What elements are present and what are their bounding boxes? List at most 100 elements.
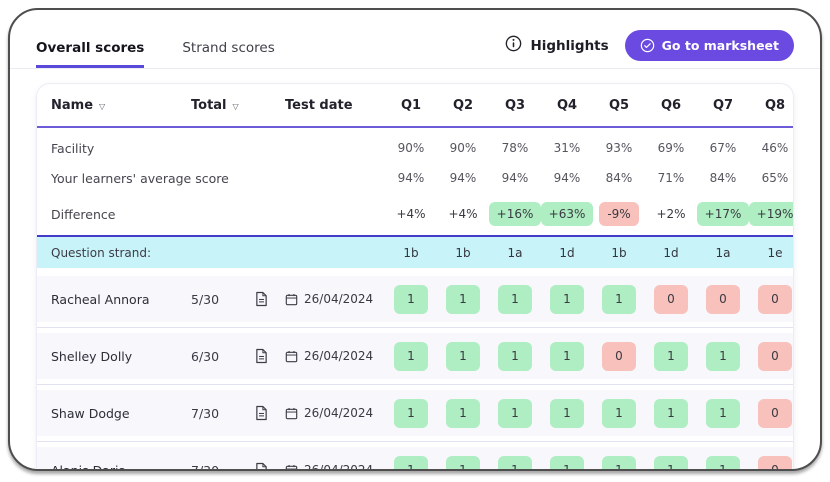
- test-date-cell: 26/04/2024: [285, 292, 385, 306]
- score-badge: 1: [446, 456, 480, 472]
- check-circle-icon: [640, 38, 655, 53]
- score-badge: 1: [550, 399, 584, 428]
- average-value: 94%: [541, 171, 593, 185]
- score-badge: 0: [602, 342, 636, 371]
- go-to-marksheet-label: Go to marksheet: [662, 38, 779, 53]
- score-badge: 0: [758, 342, 792, 371]
- table-row: Racheal Annora 5/30 26/04/2024 1 1 1 1 1…: [37, 276, 793, 322]
- average-score-label: Your learners' average score: [51, 171, 385, 186]
- strand-value: 1a: [697, 246, 749, 260]
- test-date-value: 26/04/2024: [304, 406, 373, 420]
- table-row: Shaw Dodge 7/30 26/04/2024 1 1 1 1 1 1 1…: [37, 390, 793, 436]
- report-file-icon[interactable]: [255, 348, 268, 364]
- highlights-toggle[interactable]: Highlights: [505, 35, 608, 56]
- score-badge: 1: [446, 285, 480, 314]
- score-badge: 0: [706, 285, 740, 314]
- table-row: Shelley Dolly 6/30 26/04/2024 1 1 1 1 0 …: [37, 333, 793, 379]
- row-divider: [37, 436, 793, 447]
- sort-icon: ▽: [233, 102, 239, 111]
- facility-value: 67%: [697, 141, 749, 155]
- average-value: 65%: [749, 171, 794, 185]
- question-strand-row: Question strand: 1b 1b 1a 1d 1b 1d 1a 1e: [37, 237, 793, 268]
- strand-value: 1d: [645, 246, 697, 260]
- app-window: Overall scores Strand scores Highlights: [8, 8, 822, 471]
- score-badge: 1: [602, 456, 636, 472]
- facility-row: Facility 90% 90% 78% 31% 93% 69% 67% 46%: [37, 133, 793, 163]
- student-total: 7/30: [191, 406, 255, 421]
- strand-value: 1d: [541, 246, 593, 260]
- score-badge: 1: [394, 456, 428, 472]
- total-header-label: Total: [191, 98, 227, 113]
- average-value: 94%: [489, 171, 541, 185]
- row-divider: [37, 322, 793, 333]
- difference-value: +17%: [697, 202, 750, 226]
- go-to-marksheet-button[interactable]: Go to marksheet: [625, 30, 794, 61]
- test-date-cell: 26/04/2024: [285, 349, 385, 363]
- difference-value: +4%: [440, 202, 485, 226]
- column-header-q4: Q4: [541, 98, 593, 113]
- score-badge: 1: [446, 399, 480, 428]
- table-row: Alanis Daria 7/30 26/04/2024 1 1 1 1 1 1…: [37, 447, 793, 471]
- column-header-q8: Q8: [749, 98, 794, 113]
- score-badge: 1: [550, 456, 584, 472]
- difference-label: Difference: [51, 207, 385, 222]
- info-icon: [505, 35, 522, 56]
- average-value: 84%: [697, 171, 749, 185]
- score-badge: 1: [446, 342, 480, 371]
- score-badge: 0: [654, 285, 688, 314]
- score-badge: 1: [394, 399, 428, 428]
- facility-value: 69%: [645, 141, 697, 155]
- test-date-value: 26/04/2024: [304, 463, 373, 471]
- difference-row: Difference +4% +4% +16% +63% -9% +2% +17…: [37, 193, 793, 237]
- difference-value: -9%: [599, 202, 638, 226]
- column-header-q3: Q3: [489, 98, 541, 113]
- report-file-icon[interactable]: [255, 462, 268, 471]
- student-total: 5/30: [191, 292, 255, 307]
- score-badge: 1: [498, 285, 532, 314]
- test-date-value: 26/04/2024: [304, 349, 373, 363]
- tab-bar: Overall scores Strand scores: [36, 40, 505, 68]
- score-badge: 1: [550, 342, 584, 371]
- student-name: Shaw Dodge: [51, 406, 191, 421]
- tab-overall-scores[interactable]: Overall scores: [36, 40, 144, 68]
- column-header-q2: Q2: [437, 98, 489, 113]
- column-header-q6: Q6: [645, 98, 697, 113]
- calendar-icon: [285, 464, 298, 472]
- name-header-label: Name: [51, 98, 93, 113]
- calendar-icon: [285, 407, 298, 420]
- score-badge: 1: [654, 342, 688, 371]
- facility-label: Facility: [51, 141, 385, 156]
- facility-value: 31%: [541, 141, 593, 155]
- score-badge: 0: [758, 285, 792, 314]
- score-badge: 1: [550, 285, 584, 314]
- column-header-q1: Q1: [385, 98, 437, 113]
- difference-value: +2%: [648, 202, 693, 226]
- score-badge: 1: [394, 285, 428, 314]
- difference-value: +19%: [749, 202, 794, 226]
- facility-value: 46%: [749, 141, 794, 155]
- average-value: 84%: [593, 171, 645, 185]
- header-actions: Highlights Go to marksheet: [505, 30, 794, 68]
- difference-value: +4%: [388, 202, 433, 226]
- strand-value: 1e: [749, 246, 794, 260]
- facility-value: 93%: [593, 141, 645, 155]
- score-badge: 1: [706, 456, 740, 472]
- student-name: Alanis Daria: [51, 463, 191, 472]
- top-bar: Overall scores Strand scores Highlights: [10, 10, 820, 69]
- report-file-icon[interactable]: [255, 291, 268, 307]
- sort-icon: ▽: [99, 102, 105, 111]
- student-name: Shelley Dolly: [51, 349, 191, 364]
- strand-value: 1b: [385, 246, 437, 260]
- column-header-total[interactable]: Total ▽: [191, 98, 255, 113]
- strand-value: 1b: [437, 246, 489, 260]
- tab-strand-scores[interactable]: Strand scores: [182, 40, 274, 68]
- average-value: 71%: [645, 171, 697, 185]
- screenshot-viewport: Overall scores Strand scores Highlights: [0, 0, 830, 482]
- test-date-value: 26/04/2024: [304, 292, 373, 306]
- student-total: 7/30: [191, 463, 255, 472]
- facility-value: 90%: [437, 141, 489, 155]
- column-header-name[interactable]: Name ▽: [51, 98, 191, 113]
- strand-value: 1a: [489, 246, 541, 260]
- report-file-icon[interactable]: [255, 405, 268, 421]
- scores-table-card: Name▽ Total▽ Test date Q1 Q2 Q3 Q4 Q5 Q6…: [36, 83, 794, 471]
